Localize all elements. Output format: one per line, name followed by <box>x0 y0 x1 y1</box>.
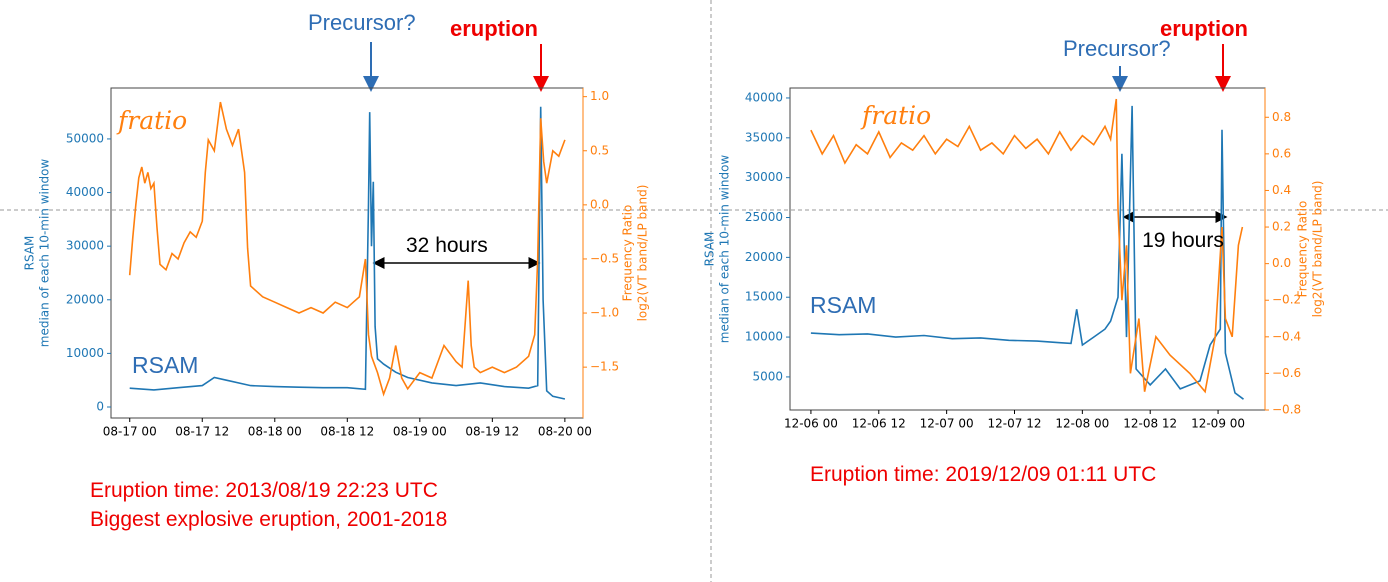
y-tick-label: 15000 <box>745 290 783 304</box>
annotation: Precursor? <box>1063 36 1171 61</box>
y-tick-label: 0 <box>96 400 104 414</box>
x-tick-label: 12-07 12 <box>988 417 1042 431</box>
y2-tick-label: 0.5 <box>590 143 609 157</box>
annotation: eruption <box>1160 16 1248 41</box>
y-tick-label: 20000 <box>66 292 104 306</box>
x-tick-label: 08-18 00 <box>248 425 302 439</box>
y-tick-label: 40000 <box>66 185 104 199</box>
x-tick-label: 08-17 12 <box>175 425 229 439</box>
y2-tick-label: −0.6 <box>1272 366 1301 380</box>
annotation: eruption <box>450 16 538 41</box>
x-tick-label: 12-08 12 <box>1123 417 1177 431</box>
y-tick-label: 25000 <box>745 210 783 224</box>
legend-label: fratio <box>118 106 188 135</box>
y2-tick-label: −1.0 <box>590 306 619 320</box>
y2-tick-label: 0.6 <box>1272 146 1291 160</box>
y-axis-label: median of each 10-min window <box>718 155 732 344</box>
y-tick-label: 30000 <box>66 239 104 253</box>
y2-tick-label: −0.4 <box>1272 329 1301 343</box>
y-tick-label: 50000 <box>66 131 104 145</box>
y2-axis-label: log2(VT band/LP band) <box>636 185 650 322</box>
annotation: Precursor? <box>308 10 416 35</box>
x-tick-label: 12-06 12 <box>852 417 906 431</box>
series-line <box>810 105 1244 400</box>
y-tick-label: 10000 <box>745 330 783 344</box>
y-tick-label: 10000 <box>66 346 104 360</box>
y2-tick-label: −0.5 <box>590 251 619 265</box>
series-line <box>129 106 566 400</box>
x-tick-label: 12-09 00 <box>1191 417 1245 431</box>
series-line <box>128 101 566 397</box>
y2-tick-label: 0.0 <box>1272 256 1291 270</box>
y2-tick-label: 1.0 <box>590 89 609 103</box>
caption: Eruption time: 2013/08/19 22:23 UTC <box>90 479 438 502</box>
y-tick-label: 40000 <box>745 90 783 104</box>
y-tick-label: 35000 <box>745 130 783 144</box>
x-tick-label: 08-18 12 <box>320 425 374 439</box>
y-axis-label: RSAM <box>703 232 717 267</box>
annotation: 19 hours <box>1142 229 1224 252</box>
x-tick-label: 08-20 00 <box>538 425 592 439</box>
y2-axis-label: log2(VT band/LP band) <box>1311 181 1325 318</box>
y2-tick-label: −1.5 <box>590 360 619 374</box>
y2-tick-label: 0.8 <box>1272 110 1291 124</box>
y-axis-label: median of each 10-min window <box>38 159 52 348</box>
x-tick-label: 12-06 00 <box>784 417 838 431</box>
y-tick-label: 30000 <box>745 170 783 184</box>
annotation: 32 hours <box>406 234 488 257</box>
x-tick-label: 08-19 00 <box>393 425 447 439</box>
x-tick-label: 12-07 00 <box>920 417 974 431</box>
y2-axis-label: Frequency Ratio <box>621 205 635 302</box>
y2-tick-label: 0.2 <box>1272 220 1291 234</box>
y2-tick-label: −0.2 <box>1272 293 1301 307</box>
y2-tick-label: 0.4 <box>1272 183 1291 197</box>
x-tick-label: 08-19 12 <box>465 425 519 439</box>
legend-label: RSAM <box>810 292 877 318</box>
y2-tick-label: −0.8 <box>1272 403 1301 417</box>
y2-tick-label: 0.0 <box>590 197 609 211</box>
legend-label: RSAM <box>132 352 199 378</box>
x-tick-label: 12-08 00 <box>1055 417 1109 431</box>
series-line <box>810 98 1244 394</box>
y-tick-label: 20000 <box>745 250 783 264</box>
caption: Biggest explosive eruption, 2001-2018 <box>90 508 448 531</box>
legend-label: fratio <box>862 101 932 130</box>
caption: Eruption time: 2019/12/09 01:11 UTC <box>810 463 1157 486</box>
y-axis-label: RSAM <box>23 236 37 271</box>
x-tick-label: 08-17 00 <box>103 425 157 439</box>
y-tick-label: 5000 <box>752 369 783 383</box>
y2-axis-label: Frequency Ratio <box>1296 201 1310 298</box>
